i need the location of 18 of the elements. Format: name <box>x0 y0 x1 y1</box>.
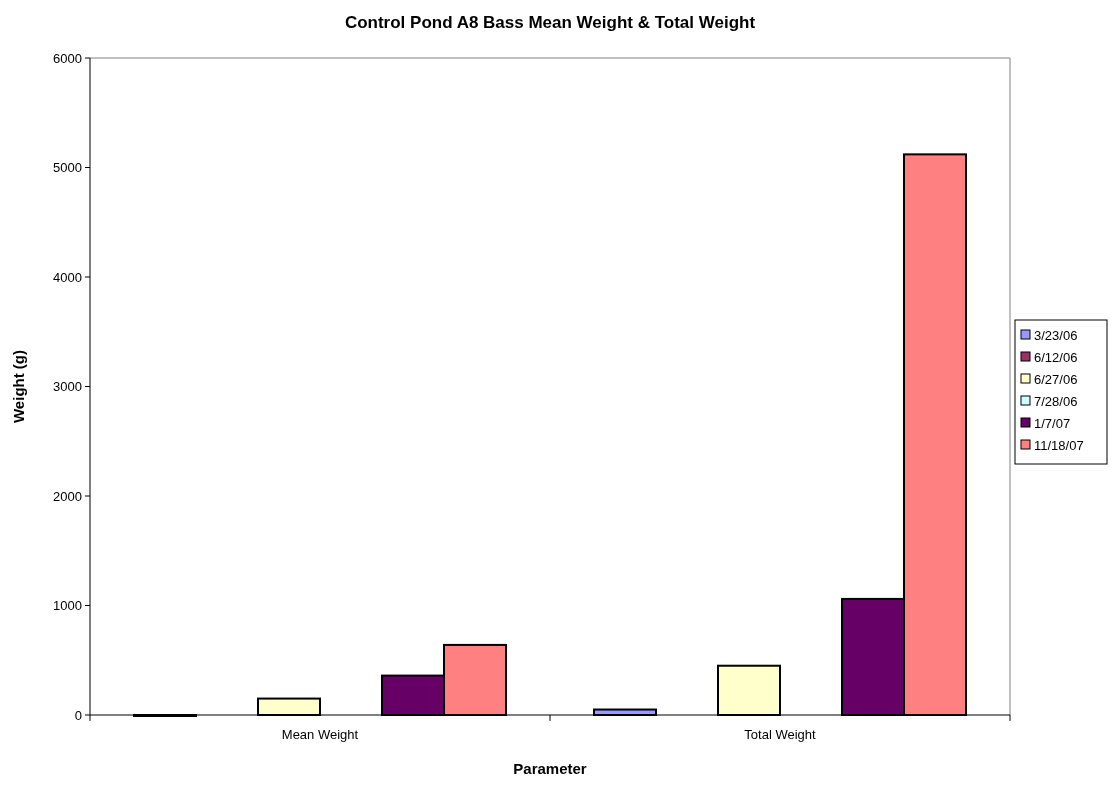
legend-label: 6/27/06 <box>1034 371 1078 387</box>
x-tick-label: Total Weight <box>744 727 817 742</box>
y-tick-label: 2000 <box>53 488 82 504</box>
legend-label: 3/23/06 <box>1034 327 1078 343</box>
y-tick-label: 3000 <box>53 379 82 395</box>
legend-label: 7/28/06 <box>1034 393 1078 409</box>
y-tick-label: 0 <box>74 707 82 723</box>
legend-label: 11/18/07 <box>1034 437 1084 453</box>
y-tick-label: 6000 <box>53 50 82 66</box>
legend-label: 6/12/06 <box>1034 349 1078 365</box>
y-axis-title: Weight (g) <box>10 349 27 424</box>
x-tick-label: Mean Weight <box>281 727 359 742</box>
y-tick-label: 4000 <box>53 269 82 285</box>
chart-title: Control Pond A8 Bass Mean Weight & Total Weight <box>344 13 756 32</box>
x-axis-title: Parameter <box>513 760 587 777</box>
y-tick-label: 1000 <box>53 598 82 614</box>
y-tick-label: 5000 <box>53 160 82 176</box>
legend-label: 1/7/07 <box>1034 415 1071 431</box>
